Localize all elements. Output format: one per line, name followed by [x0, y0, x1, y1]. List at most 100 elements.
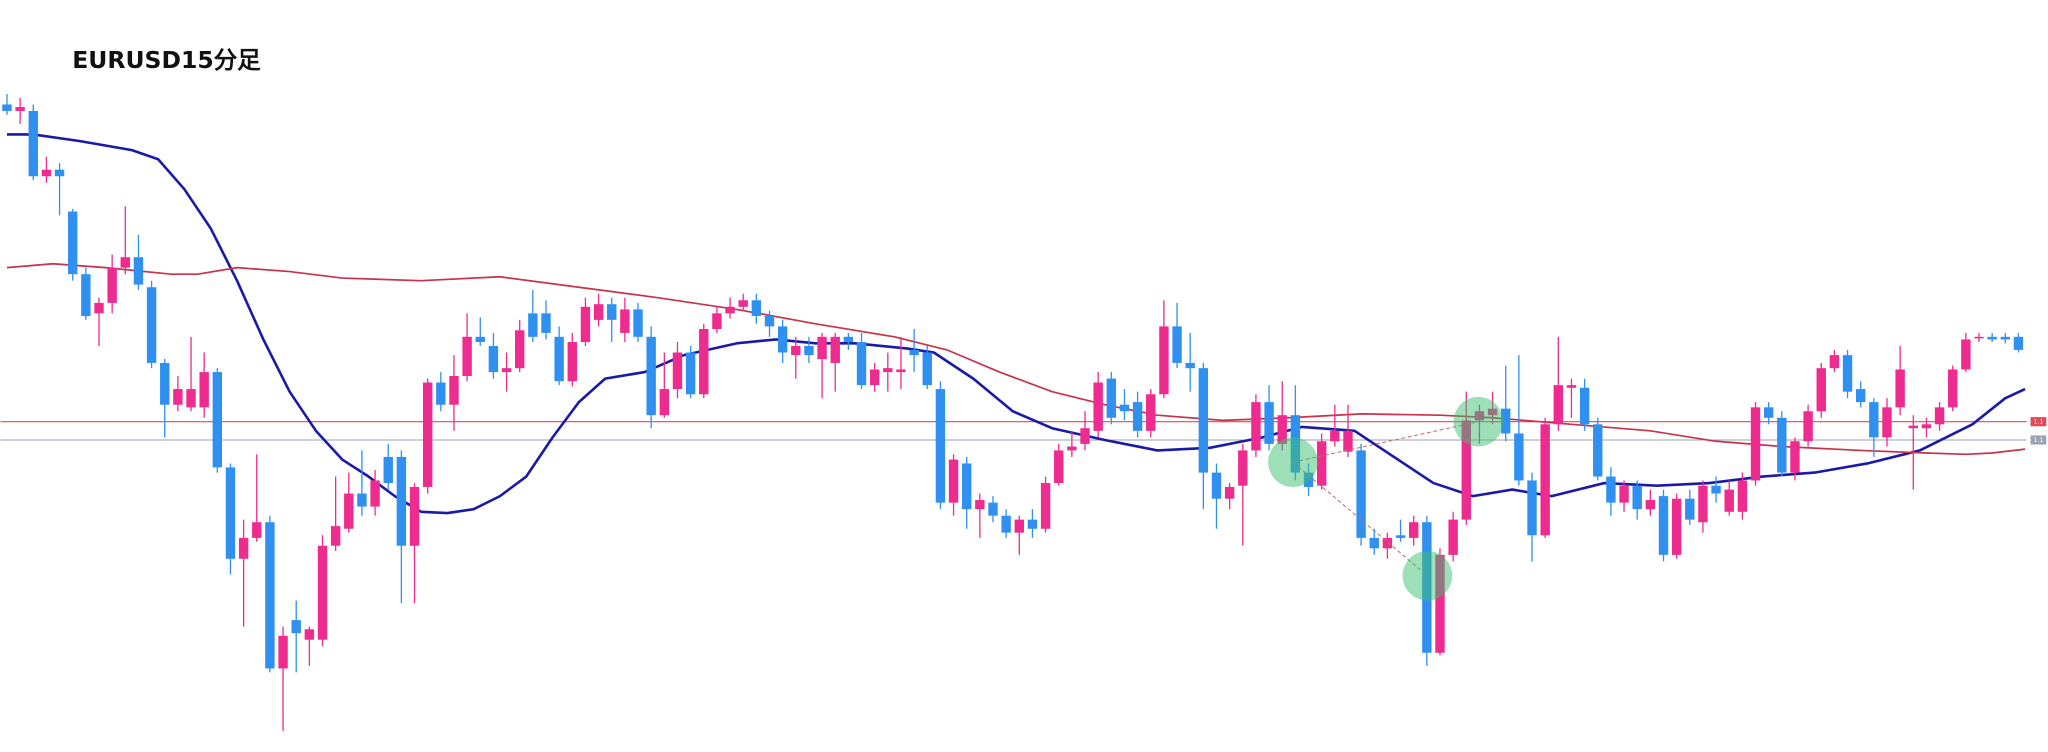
candle-body — [1527, 480, 1537, 536]
candle-body — [988, 502, 998, 516]
candle-body — [15, 107, 25, 111]
candle-body — [1908, 425, 1918, 429]
candle-body — [1882, 407, 1892, 438]
candle-body — [1566, 385, 1577, 388]
candle-body — [712, 313, 722, 329]
candle-body — [948, 459, 959, 503]
moving-average — [6, 133, 2026, 515]
candle-body — [1869, 402, 1879, 438]
candle-body — [1895, 369, 1905, 408]
candle-body — [146, 287, 157, 363]
candle-body — [1501, 408, 1511, 434]
candle-body — [896, 369, 906, 373]
candle-body — [1132, 402, 1143, 431]
candle-body — [357, 493, 367, 507]
candle-body — [1159, 326, 1169, 395]
candle-body — [1435, 554, 1445, 653]
candle-body — [817, 336, 827, 360]
candle-body — [725, 306, 735, 314]
candle-body — [409, 486, 420, 546]
candle-body — [1711, 485, 1721, 494]
candle-body — [1698, 485, 1708, 523]
annotations — [1268, 396, 1504, 601]
candle-body — [1382, 537, 1393, 549]
candle-body — [922, 352, 932, 386]
candle-body — [120, 257, 130, 268]
candle-body — [212, 372, 223, 468]
candle-body — [659, 389, 670, 416]
candle-body — [344, 493, 354, 529]
candle-body — [633, 309, 643, 337]
candle-body — [883, 368, 893, 373]
candle-body — [975, 500, 985, 510]
highlight-circle — [1402, 550, 1453, 601]
candle-body — [1540, 424, 1550, 536]
candle-body — [1080, 428, 1090, 444]
dashed-link — [1292, 461, 1428, 577]
candle-body — [738, 300, 748, 307]
candle-body — [370, 480, 380, 507]
candle-body — [1803, 411, 1813, 442]
candle-body — [804, 345, 814, 356]
candle-body — [501, 368, 512, 373]
candle-body — [1356, 450, 1366, 538]
candle-body — [699, 329, 709, 395]
candle-body — [567, 342, 577, 382]
candle-body — [1855, 389, 1866, 403]
candle-body — [1040, 483, 1051, 529]
moving-averages — [6, 133, 2026, 515]
candle-body — [1395, 535, 1406, 538]
candle-body — [94, 302, 104, 314]
moving-average — [6, 262, 2026, 456]
price-tag-label: 1.1 — [2033, 418, 2043, 426]
candle-body — [225, 467, 236, 559]
candle-body — [685, 352, 696, 395]
candle-body — [1251, 402, 1261, 451]
candle-body — [278, 635, 288, 669]
candle-body — [751, 300, 762, 316]
candle-body — [1671, 498, 1682, 555]
highlight-circle — [1268, 437, 1318, 487]
candle-body — [1790, 441, 1800, 473]
candle-body — [436, 382, 446, 405]
candle-body — [1553, 385, 1564, 425]
candle-body — [1067, 446, 1077, 451]
candle-body — [554, 336, 564, 382]
candle-body — [422, 382, 433, 487]
candle-body — [1119, 404, 1130, 412]
chart-title: EURUSD15分足 — [72, 46, 261, 74]
candle-body — [41, 169, 52, 177]
candle-body — [515, 330, 525, 369]
candle-body — [449, 376, 459, 405]
candle-body — [1829, 355, 1840, 369]
candle-body — [607, 304, 617, 320]
candle-body — [1448, 519, 1458, 555]
price-tag — [2030, 435, 2047, 445]
candle-body — [173, 389, 183, 405]
candle-body — [383, 456, 393, 484]
candle-body — [1921, 424, 1932, 429]
candle-body — [1961, 339, 1971, 370]
price-tag — [2030, 417, 2047, 427]
candle-body — [1645, 500, 1656, 510]
candle-body — [107, 267, 117, 303]
candle-body — [791, 345, 801, 356]
candle-body — [1816, 368, 1826, 412]
candle-body — [330, 526, 341, 546]
candle-body — [1737, 480, 1748, 512]
candle-body — [160, 362, 170, 405]
candle-body — [68, 211, 78, 275]
candle-body — [1343, 430, 1353, 452]
candle-body — [961, 463, 972, 510]
candle-body — [843, 336, 854, 343]
candle-body — [1106, 378, 1117, 418]
candle-body — [2, 104, 12, 111]
candle-body — [1172, 326, 1182, 363]
candle-body — [1330, 430, 1340, 442]
candle-body — [1224, 486, 1235, 499]
candle-body — [1606, 476, 1616, 503]
candle-body — [593, 304, 604, 320]
candle-body — [620, 309, 630, 333]
candle-body — [1093, 382, 1103, 431]
candle-body — [54, 169, 65, 177]
